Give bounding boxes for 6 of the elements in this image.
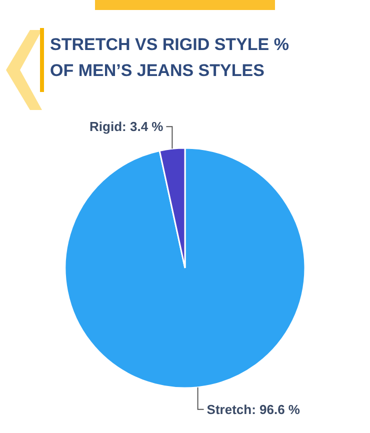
slice-label: Stretch — [206, 402, 252, 417]
data-label: : 3.4 % — [122, 119, 164, 134]
pie-slice — [64, 147, 306, 389]
chart-title: STRETCH VS RIGID STYLE % OF MEN’S JEANS STYLES — [50, 35, 289, 80]
slice-label: Rigid — [90, 119, 122, 134]
data-label: : 96.6 % — [252, 402, 300, 417]
